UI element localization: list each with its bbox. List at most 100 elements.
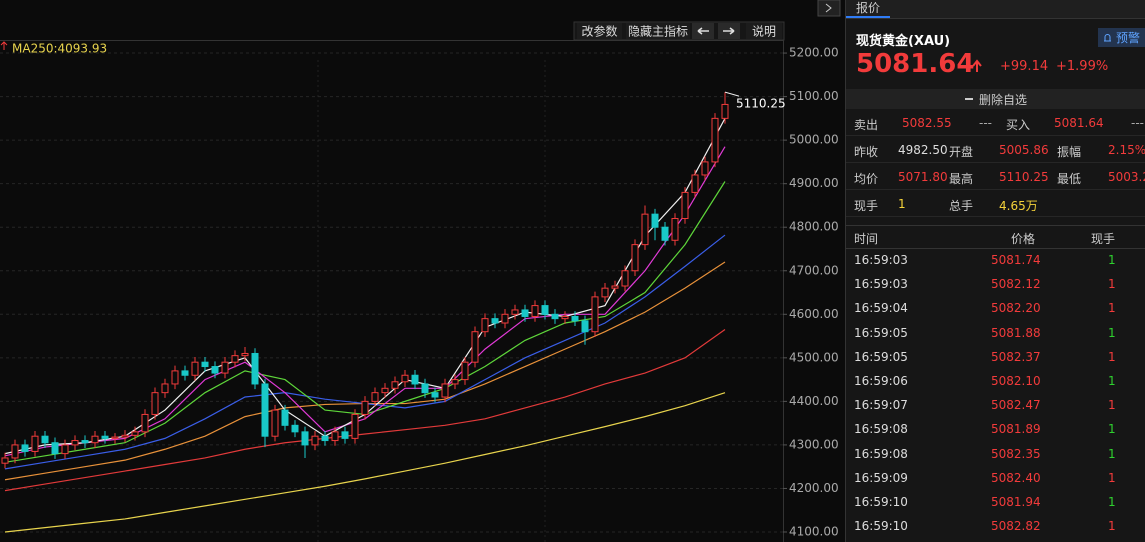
high-marker (724, 91, 740, 97)
y-tick-label: 4500.00 (789, 350, 839, 364)
trade-price: 5082.20 (991, 301, 1041, 316)
name-bar: 现货黄金(XAU) 预警 (846, 19, 1145, 49)
alert-button[interactable]: 预警 (1097, 28, 1145, 47)
trade-volume: 1 (1108, 277, 1116, 292)
candle-body (241, 352, 249, 357)
candle-body (571, 315, 579, 322)
trade-price: 5081.89 (991, 422, 1041, 437)
candle-body (581, 320, 589, 333)
trade-price: 5082.82 (991, 519, 1041, 534)
trade-time: 16:59:05 (854, 349, 908, 364)
candle-body (531, 305, 539, 317)
trade-price: 5082.37 (991, 349, 1041, 364)
quote-label: 最高 (949, 172, 974, 186)
trade-time: 16:59:05 (854, 325, 908, 340)
trades-header-label: 价格 (1011, 232, 1036, 246)
trade-volume: 1 (1108, 398, 1116, 413)
y-tick-label: 4300.00 (789, 437, 839, 451)
trade-time: 16:59:04 (854, 301, 908, 316)
candle-body (101, 435, 109, 439)
trades-table: 16:59:03 5081.74 1 16:59:03 5082.12 1 16:59:04… (846, 249, 1145, 542)
trade-volume: 1 (1108, 519, 1116, 534)
quote-row: 卖出 5082.55 --- 买入 5081.64 --- (846, 109, 1145, 136)
trade-time: 16:59:03 (854, 253, 908, 267)
trades-header-label: 时间 (854, 232, 879, 246)
next-icon (723, 27, 735, 35)
candle-body (111, 436, 119, 439)
candle-body (661, 226, 669, 241)
candle-body (281, 409, 289, 426)
change: +99.14 (1000, 59, 1049, 74)
toolbar-button[interactable] (577, 23, 622, 39)
change-percent: +1.99% (1056, 59, 1109, 74)
quote-label: 最低 (1057, 172, 1082, 186)
candle-body (121, 434, 129, 438)
candle-body (651, 213, 659, 228)
up-arrow (972, 59, 982, 72)
candle-body (131, 431, 139, 436)
candle-body (181, 370, 189, 376)
trade-time: 16:59:03 (854, 277, 908, 292)
trade-price: 5081.94 (991, 494, 1041, 509)
y-tick-label: 4400.00 (789, 394, 839, 408)
quote-row: 现手 1 总手 4.65万 (846, 190, 1145, 217)
candle-body (251, 352, 259, 385)
candle-body (591, 296, 599, 333)
trades-header: 时间 价格 现手 (846, 225, 1145, 249)
quote-label: 卖出 (854, 118, 879, 132)
candle-body (321, 435, 329, 442)
indicator-label: MA250:4093.93 (12, 42, 107, 56)
candle-body (91, 435, 99, 444)
candle-body (501, 313, 509, 324)
candle-body (541, 305, 549, 315)
candle-body (21, 444, 29, 452)
candle-body (371, 392, 379, 402)
candle-body (681, 191, 689, 220)
trade-time: 16:59:07 (854, 398, 908, 413)
candle-body (601, 287, 609, 298)
indicator-icon (0, 41, 8, 50)
candle-body (231, 355, 239, 363)
candle-body (221, 361, 229, 374)
y-tick-label: 4600.00 (789, 307, 839, 321)
candle-body (361, 400, 369, 415)
candle-body (171, 370, 179, 385)
candle-body (141, 413, 149, 433)
candle-body (1, 457, 9, 464)
candle-body (201, 361, 209, 368)
quote-value: 4982.50 (898, 143, 948, 157)
trade-time: 16:59:09 (854, 470, 908, 485)
quote-panel: 报价 现货黄金(XAU) 预警 5081.64 +99.14 +1.99% 删除… (845, 0, 1145, 542)
candle-body (291, 424, 299, 433)
quote-table: 卖出 5082.55 --- 买入 5081.64 --- 昨收 4982.50 开盘 5005.… (846, 109, 1145, 217)
candle-body (301, 431, 309, 446)
remove-watchlist[interactable]: 删除自选 (846, 89, 1145, 109)
y-tick-label: 4900.00 (789, 176, 839, 190)
toolbar-button-label: 改参数 (581, 24, 617, 39)
trade-volume: 1 (1108, 325, 1116, 340)
quote-value: 1 (898, 197, 906, 211)
candle-body (451, 379, 459, 385)
candle-body (161, 383, 169, 394)
candle-body (151, 392, 159, 415)
candle-body (51, 442, 59, 455)
candle-body (511, 309, 519, 315)
toolbar-button[interactable] (626, 23, 690, 39)
candle-body (81, 440, 89, 444)
trade-volume: 1 (1108, 301, 1116, 316)
toolbar-button[interactable] (746, 23, 782, 39)
y-tick-label: 4700.00 (789, 263, 839, 277)
quote-value: 4.65万 (999, 199, 1038, 213)
trade-time: 16:59:08 (854, 422, 908, 437)
quote-value: 5071.80 (898, 170, 948, 184)
trade-volume: 1 (1108, 373, 1116, 388)
candle-body (421, 383, 429, 394)
collapse-button[interactable] (817, 0, 841, 17)
trade-price: 5082.40 (991, 470, 1041, 485)
collapse-icon (825, 3, 832, 13)
candle-body (271, 409, 279, 437)
tab[interactable]: 报价 (846, 0, 891, 18)
quote-value: 5081.64 (1054, 116, 1104, 130)
quote-value: 5003.26 (1108, 170, 1145, 184)
